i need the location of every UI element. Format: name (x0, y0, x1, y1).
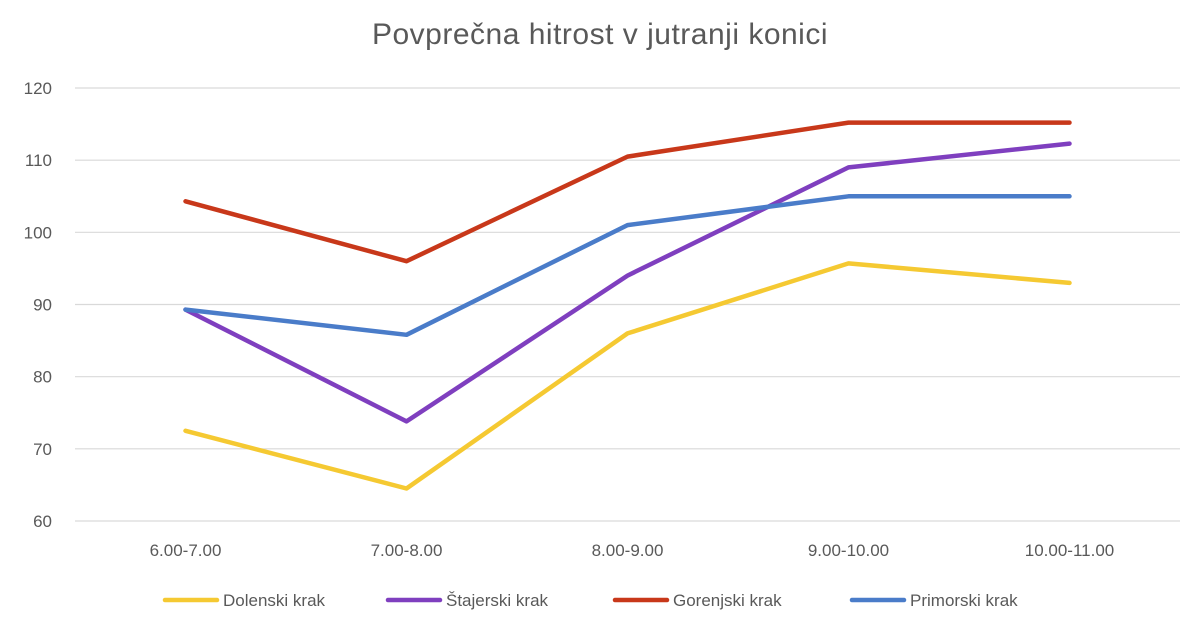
y-tick-label: 60 (33, 512, 52, 531)
series-line-2 (183, 120, 1072, 264)
y-tick-label: 70 (33, 440, 52, 459)
series-line-1 (183, 141, 1072, 424)
series-line-0 (183, 261, 1072, 491)
x-tick-label: 8.00-9.00 (592, 541, 664, 560)
x-tick-label: 7.00-8.00 (371, 541, 443, 560)
legend-label: Štajerski krak (446, 591, 549, 610)
x-tick-label: 10.00-11.00 (1025, 541, 1114, 560)
y-tick-label: 110 (25, 151, 52, 170)
series-line-3 (183, 194, 1072, 338)
legend-label: Gorenjski krak (673, 591, 782, 610)
y-tick-label: 80 (33, 368, 52, 387)
y-tick-label: 90 (33, 296, 52, 315)
x-tick-label: 9.00-10.00 (808, 541, 889, 560)
chart-title: Povprečna hitrost v jutranji konici (371, 18, 829, 51)
legend-label: Primorski krak (910, 591, 1018, 610)
y-tick-label: 100 (24, 223, 52, 242)
x-tick-label: 6.00-7.00 (150, 541, 222, 560)
legend-label: Dolenski krak (223, 591, 326, 610)
y-tick-label: 120 (24, 79, 52, 98)
